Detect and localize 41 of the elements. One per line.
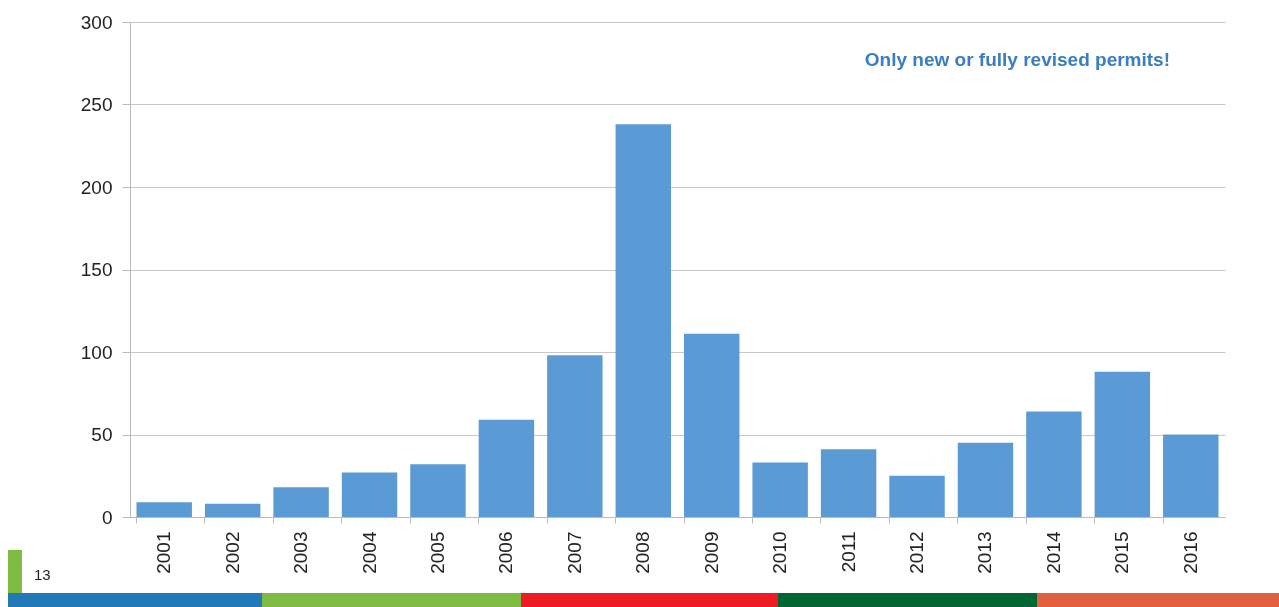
- x-tick-label: 2014: [1042, 531, 1064, 574]
- x-tick-label: 2015: [1111, 531, 1133, 574]
- x-tick-label: 2008: [632, 531, 654, 574]
- y-tick-label: 50: [91, 424, 113, 445]
- y-tick-label: 250: [80, 94, 113, 115]
- bar: [478, 419, 535, 517]
- y-tick-label: 150: [80, 259, 113, 280]
- y-tick-label: 0: [101, 506, 113, 528]
- x-tick-label: 2002: [221, 531, 243, 574]
- x-tick-label: 2003: [290, 531, 312, 574]
- x-tick-label: 2009: [700, 531, 722, 574]
- x-tick-label: 2007: [563, 531, 585, 574]
- y-tick-label: 100: [80, 341, 113, 363]
- bar: [820, 449, 877, 517]
- x-tick-label: 2016: [1179, 531, 1201, 574]
- bar: [341, 472, 398, 517]
- bar: [752, 462, 808, 517]
- x-tick-label: 2004: [358, 531, 380, 574]
- x-tick-label: 2012: [906, 531, 928, 574]
- x-tick-label: 2010: [769, 531, 791, 574]
- bar: [1163, 434, 1219, 517]
- y-tick-label: 300: [80, 11, 113, 33]
- bar: [204, 503, 261, 517]
- bar: [547, 355, 603, 517]
- bar: [1026, 411, 1082, 517]
- y-tick-label: 200: [80, 176, 113, 198]
- bar: [684, 333, 740, 517]
- x-tick-label: 2005: [426, 531, 448, 574]
- bar: [273, 487, 329, 517]
- bar: [889, 475, 945, 517]
- x-tick-label: 2011: [837, 531, 859, 573]
- annotation: Only new or fully revised permits!: [864, 49, 1170, 70]
- bar: [615, 124, 671, 517]
- x-tick-label: 2013: [974, 531, 996, 574]
- text: 13: [34, 566, 51, 583]
- x-tick-label: 2006: [495, 531, 517, 574]
- bar: [957, 442, 1014, 517]
- bar: [136, 502, 192, 517]
- bar: [410, 464, 466, 517]
- bar: [1094, 371, 1151, 517]
- x-tick-label: 2001: [153, 531, 175, 574]
